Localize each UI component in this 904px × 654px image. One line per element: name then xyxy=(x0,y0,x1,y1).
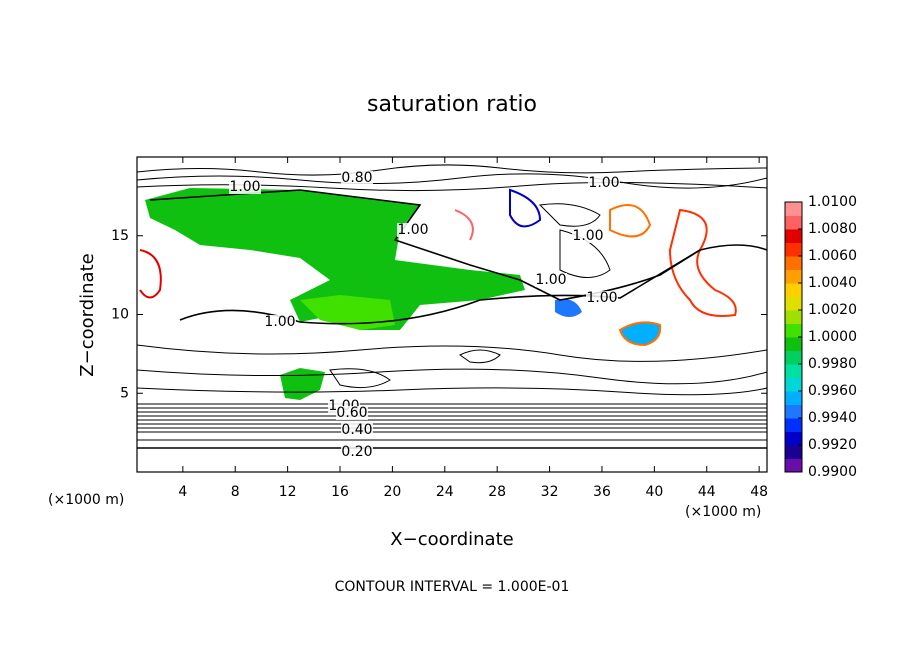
contour-label: 0.20 xyxy=(341,444,372,460)
plot-field xyxy=(136,164,768,449)
colorbar-tick-label: 1.0080 xyxy=(808,221,857,237)
x-tick-label: 40 xyxy=(645,484,663,500)
colorbar-tick-label: 1.0040 xyxy=(808,275,857,291)
contour-label-bg xyxy=(572,229,604,243)
x-tick-label: 4 xyxy=(178,484,187,500)
contour-label-bg xyxy=(229,180,261,194)
contour-line xyxy=(136,344,768,362)
colorbar-tick-label: 1.0000 xyxy=(808,329,857,345)
colorbar-cell xyxy=(785,364,802,378)
colorbar-tick-label: 1.0100 xyxy=(808,194,857,210)
colorbar-cell xyxy=(785,323,802,338)
contour-label-bg xyxy=(336,406,368,420)
x-tick-label: 36 xyxy=(593,484,611,500)
y-tick-label: 15 xyxy=(111,228,129,244)
colorbar-cell xyxy=(785,377,802,392)
x-unit-right: (×1000 m) xyxy=(685,504,761,520)
colorbar-cell xyxy=(785,431,802,446)
chart-title: saturation ratio xyxy=(367,92,537,117)
colorbar-tick-label: 1.0060 xyxy=(808,248,857,264)
contour-line xyxy=(329,368,391,389)
contour-line xyxy=(136,173,768,189)
contour-label: 1.00 xyxy=(397,222,428,238)
contour-label-bg xyxy=(264,315,296,329)
contour-label: 0.40 xyxy=(341,422,372,438)
contour-line xyxy=(136,387,768,396)
green-region xyxy=(300,295,395,330)
x-axis-title: X−coordinate xyxy=(390,529,513,550)
colorbar-cell xyxy=(785,215,802,230)
x-tick-label: 28 xyxy=(488,484,506,500)
colorbar-tick-label: 0.9980 xyxy=(808,356,857,372)
colorbar-cell xyxy=(785,337,802,351)
colorbar-tick-label: 0.9920 xyxy=(808,437,857,453)
colored-contour xyxy=(668,208,737,317)
colored-contour xyxy=(139,249,162,299)
contour-label: 1.00 xyxy=(264,314,295,330)
colored-contour xyxy=(509,188,542,228)
contour-label: 0.60 xyxy=(336,405,367,421)
contour-label: 0.80 xyxy=(341,170,372,186)
y-tick-label: 5 xyxy=(120,385,129,401)
colorbar-cell xyxy=(785,256,802,270)
x-tick-label: 20 xyxy=(383,484,401,500)
footnote: CONTOUR INTERVAL = 1.000E-01 xyxy=(335,579,570,595)
contour-label-bg xyxy=(588,176,620,190)
colorbar-tick-label: 0.9900 xyxy=(808,464,857,480)
colored-region xyxy=(618,321,662,347)
contour-label-bg xyxy=(341,445,373,459)
y-tick-label: 10 xyxy=(111,307,129,323)
contour-label-bg xyxy=(341,171,373,185)
colorbar-cell xyxy=(785,296,802,311)
x-tick-label: 48 xyxy=(750,484,768,500)
colorbar-cell xyxy=(785,404,802,419)
x-tick-label: 12 xyxy=(279,484,297,500)
contour-label: 1.00 xyxy=(586,290,617,306)
contour-label: 1.00 xyxy=(535,272,566,288)
colorbar-cell xyxy=(785,391,802,405)
colorbar-tick-label: 0.9940 xyxy=(808,410,857,426)
contour-label-bg xyxy=(397,223,429,237)
colored-contour xyxy=(609,204,652,238)
colorbar-cell xyxy=(785,458,802,473)
x-unit-left: (×1000 m) xyxy=(48,492,124,508)
contour-line xyxy=(538,203,601,227)
colorbar-cell xyxy=(785,310,802,324)
colorbar-cell xyxy=(785,350,802,365)
contour-line xyxy=(459,349,501,364)
contour-label-bg xyxy=(341,423,373,437)
contour-line xyxy=(136,164,768,176)
colorbar-tick-label: 0.9960 xyxy=(808,383,857,399)
x-tick-label: 8 xyxy=(231,484,240,500)
colorbar-cell xyxy=(785,202,802,216)
green-region xyxy=(145,188,525,330)
contour-label-bg xyxy=(586,291,618,305)
y-axis-title: Z−coordinate xyxy=(77,253,98,376)
x-tick-label: 16 xyxy=(331,484,349,500)
colorbar-cell xyxy=(785,283,802,297)
contour-label: 1.00 xyxy=(229,179,260,195)
colorbar-tick-label: 1.0020 xyxy=(808,302,857,318)
colorbar-cell xyxy=(785,418,802,432)
contour-label: 1.00 xyxy=(588,175,619,191)
colored-region xyxy=(555,298,582,317)
x-tick-label: 24 xyxy=(436,484,454,500)
colorbar-cell xyxy=(785,445,802,459)
contour-label-bg xyxy=(535,273,567,287)
colorbar-cell xyxy=(785,269,802,284)
green-region xyxy=(280,368,325,400)
x-tick-label: 44 xyxy=(698,484,716,500)
contour-label: 1.00 xyxy=(572,228,603,244)
contour-line xyxy=(136,368,768,385)
x-tick-label: 32 xyxy=(541,484,559,500)
colorbar-cell xyxy=(785,229,802,243)
colorbar-cell xyxy=(785,242,802,257)
colored-contour xyxy=(454,209,474,241)
